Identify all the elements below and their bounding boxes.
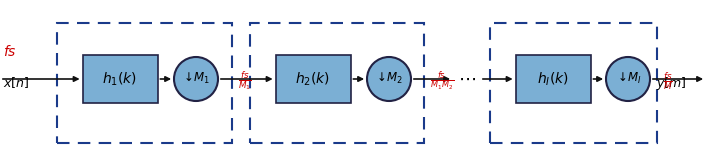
Bar xyxy=(490,23,657,143)
Text: $h_I(k)$: $h_I(k)$ xyxy=(537,70,569,88)
Text: $h_2(k)$: $h_2(k)$ xyxy=(296,70,330,88)
Bar xyxy=(57,23,232,143)
Bar xyxy=(275,55,350,103)
Circle shape xyxy=(174,57,218,101)
Circle shape xyxy=(606,57,650,101)
Text: $\downarrow\!M_I$: $\downarrow\!M_I$ xyxy=(614,71,642,85)
Bar xyxy=(250,23,424,143)
Text: $fs$: $fs$ xyxy=(3,43,17,58)
Text: $h_1(k)$: $h_1(k)$ xyxy=(102,70,138,88)
Circle shape xyxy=(367,57,411,101)
Text: $\frac{fs}{M}$: $\frac{fs}{M}$ xyxy=(663,70,673,92)
Bar xyxy=(83,55,157,103)
Text: $\cdots$: $\cdots$ xyxy=(458,70,476,88)
Text: $\frac{fs}{M_1}$: $\frac{fs}{M_1}$ xyxy=(238,70,252,92)
Text: $\downarrow\!M_2$: $\downarrow\!M_2$ xyxy=(374,71,404,85)
Text: $\frac{fs}{M_1 M_2}$: $\frac{fs}{M_1 M_2}$ xyxy=(430,70,454,92)
Text: $\downarrow\!M_1$: $\downarrow\!M_1$ xyxy=(181,71,210,85)
Text: $x[n]$: $x[n]$ xyxy=(3,76,30,90)
Text: $y[m]$: $y[m]$ xyxy=(656,75,686,91)
Bar xyxy=(515,55,590,103)
